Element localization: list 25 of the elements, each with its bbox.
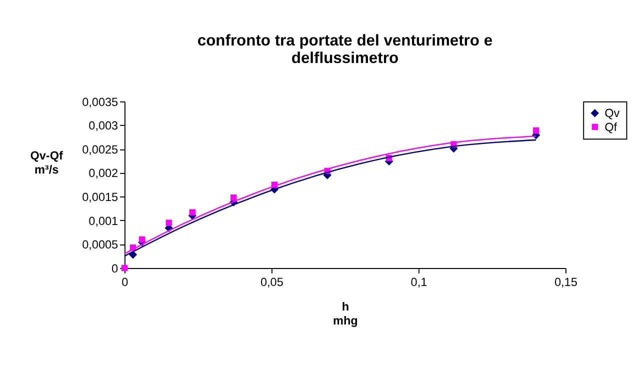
text: confronto tra portate del venturimetro e (197, 32, 493, 50)
text: delflussimetro (291, 50, 399, 68)
y-tick-label: 0,0015 (82, 191, 119, 204)
point (166, 220, 172, 226)
x-tick-label: 0 (122, 276, 129, 290)
point (230, 194, 237, 201)
y-tick-label: 0,003 (88, 120, 119, 133)
x-tick-label: 0,1 (410, 276, 428, 290)
legend-label: Qv (604, 107, 620, 120)
y-tick-label: 0 (112, 262, 119, 276)
x-tick-label: 0,15 (554, 276, 578, 290)
point (189, 209, 196, 216)
point (139, 236, 146, 243)
text: Qv-Qf (30, 150, 63, 163)
text: h (342, 300, 350, 314)
y-tick-label: 0,0025 (82, 143, 119, 156)
legend-label: Qf (604, 120, 618, 134)
y-tick-label: 0,001 (88, 214, 118, 228)
y-tick-label: 0,002 (88, 167, 118, 180)
x-tick-label: 0,05 (260, 276, 284, 290)
y-tick-label: 0,0035 (82, 96, 119, 109)
y-tick-label: 0,0005 (82, 238, 119, 252)
text: m³/s (34, 163, 59, 176)
point (532, 127, 540, 134)
text: mhg (333, 314, 358, 328)
